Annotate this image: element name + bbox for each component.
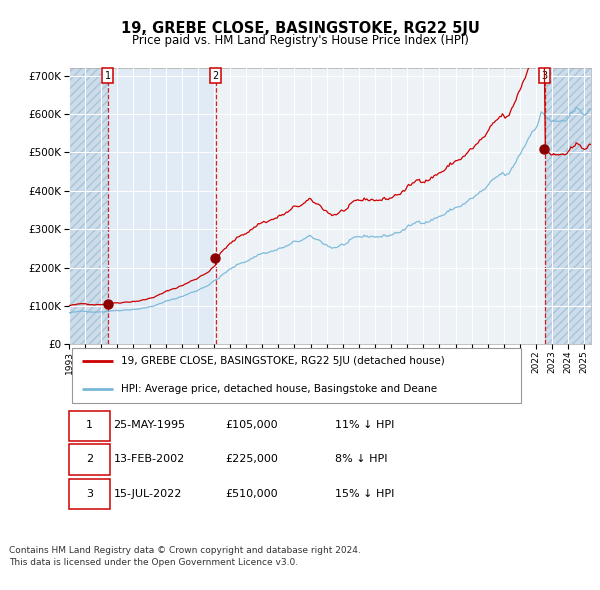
Text: £225,000: £225,000 — [226, 454, 278, 464]
Text: 15% ↓ HPI: 15% ↓ HPI — [335, 489, 395, 499]
Text: Contains HM Land Registry data © Crown copyright and database right 2024.: Contains HM Land Registry data © Crown c… — [9, 546, 361, 555]
Text: Price paid vs. HM Land Registry's House Price Index (HPI): Price paid vs. HM Land Registry's House … — [131, 34, 469, 47]
Text: 2: 2 — [86, 454, 93, 464]
FancyBboxPatch shape — [69, 444, 110, 474]
Text: £510,000: £510,000 — [226, 489, 278, 499]
Bar — [69, 68, 107, 345]
Text: 19, GREBE CLOSE, BASINGSTOKE, RG22 5JU: 19, GREBE CLOSE, BASINGSTOKE, RG22 5JU — [121, 21, 479, 35]
Text: 15-JUL-2022: 15-JUL-2022 — [113, 489, 182, 499]
Text: 1: 1 — [104, 71, 110, 80]
Text: 25-MAY-1995: 25-MAY-1995 — [113, 420, 185, 430]
Bar — [545, 68, 591, 345]
Text: 11% ↓ HPI: 11% ↓ HPI — [335, 420, 395, 430]
Text: 1: 1 — [86, 420, 93, 430]
Text: 3: 3 — [542, 71, 548, 80]
Text: 2: 2 — [212, 71, 219, 80]
Text: 8% ↓ HPI: 8% ↓ HPI — [335, 454, 388, 464]
Text: £105,000: £105,000 — [226, 420, 278, 430]
Bar — [107, 68, 216, 345]
Text: 13-FEB-2002: 13-FEB-2002 — [113, 454, 185, 464]
Text: HPI: Average price, detached house, Basingstoke and Deane: HPI: Average price, detached house, Basi… — [121, 384, 437, 394]
Text: This data is licensed under the Open Government Licence v3.0.: This data is licensed under the Open Gov… — [9, 558, 298, 566]
FancyBboxPatch shape — [71, 348, 521, 403]
Text: 19, GREBE CLOSE, BASINGSTOKE, RG22 5JU (detached house): 19, GREBE CLOSE, BASINGSTOKE, RG22 5JU (… — [121, 356, 445, 366]
Text: 3: 3 — [86, 489, 93, 499]
FancyBboxPatch shape — [69, 479, 110, 509]
FancyBboxPatch shape — [69, 411, 110, 441]
